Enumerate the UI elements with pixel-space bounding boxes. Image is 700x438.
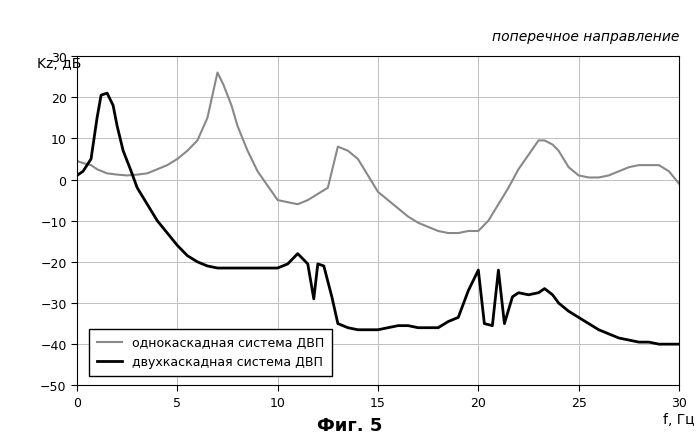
однокаскадная система ДВП xyxy=(444,231,452,236)
двухкаскадная система ДВП xyxy=(253,266,262,271)
двухкаскадная система ДВП xyxy=(133,186,141,191)
двухкаскадная система ДВП xyxy=(654,342,663,347)
Legend: однокаскадная система ДВП, двухкаскадная система ДВП: однокаскадная система ДВП, двухкаскадная… xyxy=(90,329,332,376)
Line: двухкаскадная система ДВП: двухкаскадная система ДВП xyxy=(77,94,679,344)
Y-axis label: Kz, дБ: Kz, дБ xyxy=(37,57,82,71)
однокаскадная система ДВП xyxy=(214,71,222,76)
Line: однокаскадная система ДВП: однокаскадная система ДВП xyxy=(77,73,679,233)
однокаскадная система ДВП xyxy=(484,219,493,224)
двухкаскадная система ДВП xyxy=(203,264,211,269)
X-axis label: f, Гц: f, Гц xyxy=(664,412,694,426)
однокаскадная система ДВП xyxy=(474,229,482,234)
однокаскадная система ДВП xyxy=(323,186,332,191)
двухкаскадная система ДВП xyxy=(584,321,593,326)
однокаскадная система ДВП xyxy=(374,190,382,195)
двухкаскадная система ДВП xyxy=(404,323,412,328)
Text: поперечное направление: поперечное направление xyxy=(491,30,679,44)
двухкаскадная система ДВП xyxy=(103,91,111,96)
однокаскадная система ДВП xyxy=(675,182,683,187)
однокаскадная система ДВП xyxy=(143,171,151,177)
Text: Фиг. 5: Фиг. 5 xyxy=(317,416,383,434)
однокаскадная система ДВП xyxy=(73,159,81,164)
двухкаскадная система ДВП xyxy=(675,342,683,347)
однокаскадная система ДВП xyxy=(414,221,422,226)
двухкаскадная система ДВП xyxy=(320,264,328,269)
двухкаскадная система ДВП xyxy=(73,173,81,179)
